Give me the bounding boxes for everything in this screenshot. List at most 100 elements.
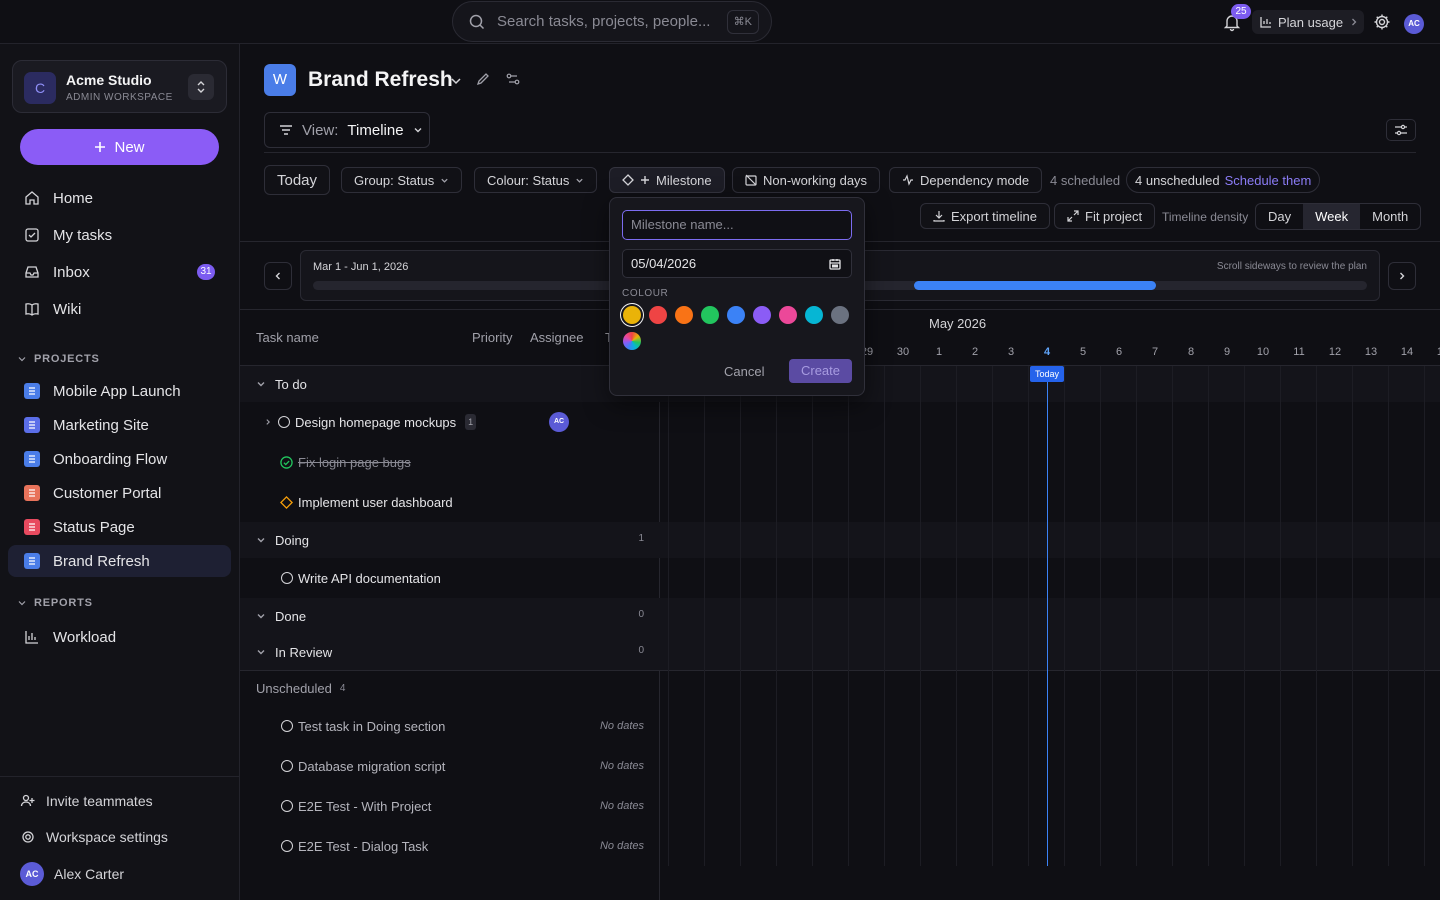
table-row[interactable]: Implement user dashboard (240, 484, 660, 520)
status-circle-icon[interactable] (281, 840, 293, 852)
workspace-switcher[interactable]: C Acme Studio ADMIN WORKSPACE (12, 60, 227, 113)
group-label: In Review (275, 644, 333, 660)
diamond-icon[interactable] (280, 495, 293, 509)
minimap-viewport[interactable] (913, 281, 1157, 290)
projects-section-header[interactable]: PROJECTS (18, 353, 100, 365)
day-column-line (1028, 366, 1029, 866)
status-circle-icon[interactable] (281, 720, 293, 732)
user-avatar[interactable]: AC (1404, 14, 1424, 34)
add-milestone-button[interactable]: Milestone (609, 167, 725, 193)
current-user[interactable]: AC Alex Carter (20, 862, 124, 886)
table-row[interactable]: Database migration script No dates (240, 748, 660, 784)
task-table: Task name Priority Assignee T To do Desi… (240, 310, 660, 900)
sidebar-item-brand-refresh[interactable]: Brand Refresh (8, 545, 231, 577)
sidebar-item-mobile-app-launch[interactable]: Mobile App Launch (8, 375, 231, 407)
workspace-name: Acme Studio (66, 72, 152, 88)
view-selector[interactable]: View: Timeline (264, 112, 430, 148)
gear-icon[interactable] (1373, 13, 1391, 31)
check-circle-icon[interactable] (280, 455, 293, 469)
pencil-icon[interactable] (476, 72, 490, 86)
status-circle-icon[interactable] (281, 572, 293, 584)
colour-swatch[interactable] (623, 306, 641, 324)
sidebar-item-customer-portal[interactable]: Customer Portal (8, 477, 231, 509)
scroll-right-button[interactable] (1388, 262, 1416, 290)
reports-section-header[interactable]: REPORTS (18, 597, 93, 609)
density-day[interactable]: Day (1268, 209, 1292, 224)
group-row-in-review[interactable]: In Review 0 (240, 634, 660, 670)
workspace-settings-link[interactable]: Workspace settings (20, 829, 168, 845)
table-row[interactable]: Write API documentation (240, 560, 660, 596)
colour-swatch[interactable] (701, 306, 719, 324)
workflow-icon[interactable] (506, 72, 520, 86)
non-working-days-toggle[interactable]: Non-working days (732, 167, 881, 193)
status-circle-icon[interactable] (278, 416, 290, 428)
colour-swatch[interactable] (649, 306, 667, 324)
group-row-doing[interactable]: Doing 1 (240, 522, 660, 558)
custom-colour-picker[interactable] (623, 332, 641, 350)
col-header-task[interactable]: Task name (256, 330, 319, 345)
projects-heading: PROJECTS (34, 353, 100, 365)
table-row[interactable]: E2E Test - With Project No dates (240, 788, 660, 824)
col-header-t[interactable]: T (605, 330, 613, 345)
col-header-priority[interactable]: Priority (472, 330, 513, 345)
group-row-todo[interactable]: To do (240, 366, 660, 402)
create-button[interactable]: Create (789, 359, 852, 383)
sidebar-item-marketing-site[interactable]: Marketing Site (8, 409, 231, 441)
sidebar-item-wiki[interactable]: Wiki (8, 293, 231, 325)
chevron-down-icon (256, 647, 266, 657)
sidebar-item-onboarding-flow[interactable]: Onboarding Flow (8, 443, 231, 475)
cancel-button[interactable]: Cancel (724, 364, 765, 379)
milestone-popover: Milestone name... 05/04/2026 COLOUR Canc… (609, 197, 865, 396)
sidebar-item-workload[interactable]: Workload (8, 621, 231, 653)
density-week[interactable]: Week (1303, 204, 1361, 229)
status-circle-icon[interactable] (281, 800, 293, 812)
timeline-grid[interactable]: May 2026 2930123Today456789101112131415 (660, 310, 1440, 900)
sidebar-item-my-tasks[interactable]: My tasks (8, 219, 231, 251)
group-by-dropdown[interactable]: Group: Status (341, 167, 463, 193)
task-name: Fix login page bugs (298, 454, 411, 470)
colour-by-dropdown[interactable]: Colour: Status (474, 167, 598, 193)
density-month[interactable]: Month (1372, 209, 1409, 224)
avatar[interactable]: AC (549, 412, 569, 432)
calendar-icon[interactable] (829, 258, 841, 270)
group-label: Group: Status (354, 172, 435, 188)
table-row[interactable]: Design homepage mockups 1 AC (240, 404, 660, 440)
invite-teammates-link[interactable]: Invite teammates (20, 793, 153, 809)
milestone-date-input[interactable]: 05/04/2026 (622, 249, 852, 278)
today-button[interactable]: Today (264, 165, 331, 195)
chevron-up-down-icon[interactable] (188, 74, 214, 100)
sidebar-item-status-page[interactable]: Status Page (8, 511, 231, 543)
plan-usage-button[interactable]: Plan usage (1252, 10, 1364, 34)
day-column-line (1352, 366, 1353, 866)
chevron-right-icon[interactable] (264, 418, 272, 426)
colour-swatch[interactable] (675, 306, 693, 324)
view-settings-button[interactable] (1386, 119, 1416, 141)
scroll-left-button[interactable] (264, 262, 292, 290)
status-circle-icon[interactable] (281, 760, 293, 772)
no-dates-label: No dates (599, 760, 644, 772)
dependency-mode-toggle[interactable]: Dependency mode (889, 167, 1043, 193)
col-header-assignee[interactable]: Assignee (530, 330, 584, 345)
colour-swatch[interactable] (805, 306, 823, 324)
sidebar-item-inbox[interactable]: Inbox 31 (8, 256, 231, 288)
sidebar-item-label: Wiki (53, 300, 82, 318)
colour-swatch[interactable] (727, 306, 745, 324)
search-input[interactable]: Search tasks, projects, people... ⌘K (452, 1, 772, 42)
sidebar-item-home[interactable]: Home (8, 182, 231, 214)
colour-swatch[interactable] (831, 306, 849, 324)
bar-chart-icon (1260, 16, 1272, 28)
group-row-done[interactable]: Done 0 (240, 598, 660, 634)
table-row[interactable]: E2E Test - Dialog Task No dates (240, 828, 660, 864)
table-row[interactable]: Test task in Doing section No dates (240, 708, 660, 744)
task-name: Database migration script (298, 758, 446, 774)
colour-swatch[interactable] (779, 306, 797, 324)
table-row[interactable]: Fix login page bugs (240, 444, 660, 480)
schedule-them-link[interactable]: Schedule them (1224, 172, 1312, 188)
new-button[interactable]: New (20, 129, 219, 165)
milestone-name-input[interactable]: Milestone name... (622, 210, 852, 240)
export-timeline-button[interactable]: Export timeline (920, 203, 1050, 229)
fit-project-button[interactable]: Fit project (1054, 203, 1156, 229)
day-label: 12 (1328, 346, 1342, 358)
chevron-down-icon[interactable] (450, 75, 462, 87)
colour-swatch[interactable] (753, 306, 771, 324)
